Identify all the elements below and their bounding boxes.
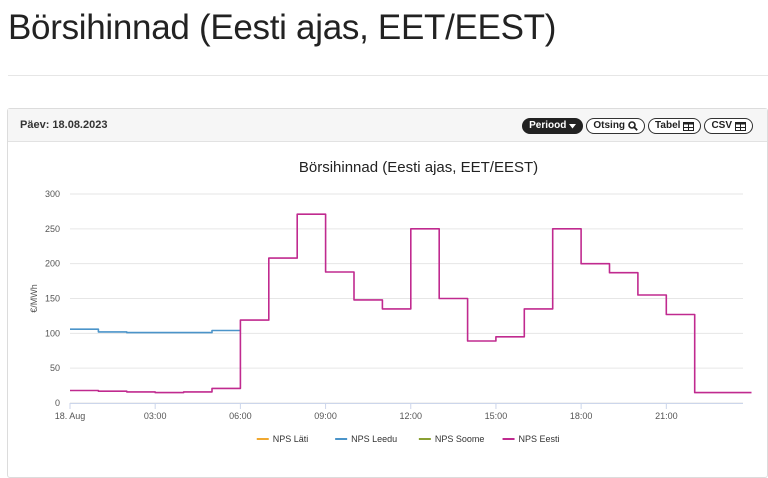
x-tick-label: 15:00 — [485, 411, 508, 421]
y-tick-label: 50 — [50, 363, 60, 373]
legend-item: NPS Eesti — [519, 434, 560, 444]
chart-panel: Päev: 18.08.2023 Periood Otsing Tabel CS… — [7, 108, 768, 478]
x-tick-label: 09:00 — [314, 411, 337, 421]
y-tick-label: 300 — [45, 189, 60, 199]
csv-button[interactable]: CSV — [704, 118, 753, 134]
y-tick-label: 250 — [45, 224, 60, 234]
y-tick-label: 200 — [45, 259, 60, 269]
title-divider — [8, 75, 768, 76]
y-tick-label: 100 — [45, 328, 60, 338]
x-tick-label: 03:00 — [144, 411, 167, 421]
panel-header: Päev: 18.08.2023 Periood Otsing Tabel CS… — [8, 109, 767, 142]
x-tick-label: 18:00 — [570, 411, 593, 421]
chart-toolbar: Periood Otsing Tabel CSV — [522, 118, 753, 134]
x-tick-label: 18. Aug — [55, 411, 86, 421]
legend-item: NPS Leedu — [351, 434, 397, 444]
series-line-nps-eesti — [70, 213, 752, 394]
price-chart: Börsihinnad (Eesti ajas, EET/EEST) 0 50 100… — [29, 159, 752, 444]
period-button-label: Periood — [529, 120, 567, 131]
search-icon — [628, 121, 638, 131]
x-tick-label: 06:00 — [229, 411, 252, 421]
caret-down-icon — [569, 123, 577, 128]
date-label: Päev: 18.08.2023 — [20, 119, 108, 131]
page-title: Börsihinnad (Eesti ajas, EET/EEST) — [8, 8, 557, 47]
series-line-nps-leedu — [70, 328, 241, 334]
table-button[interactable]: Tabel — [648, 118, 702, 134]
legend-item: NPS Läti — [273, 434, 309, 444]
table-icon — [735, 121, 746, 131]
csv-button-label: CSV — [711, 120, 732, 131]
period-button[interactable]: Periood — [522, 118, 584, 134]
y-axis-label: €/MWh — [29, 284, 39, 313]
table-icon — [683, 121, 695, 131]
x-tick-label: 12:00 — [399, 411, 422, 421]
legend-item: NPS Soome — [435, 434, 485, 444]
y-tick-label: 0 — [55, 398, 60, 408]
y-tick-label: 150 — [45, 294, 60, 304]
table-button-label: Tabel — [655, 120, 681, 131]
search-button[interactable]: Otsing — [586, 118, 646, 134]
chart-title: Börsihinnad (Eesti ajas, EET/EEST) — [299, 159, 538, 176]
search-button-label: Otsing — [593, 120, 626, 131]
x-tick-label: 21:00 — [655, 411, 678, 421]
